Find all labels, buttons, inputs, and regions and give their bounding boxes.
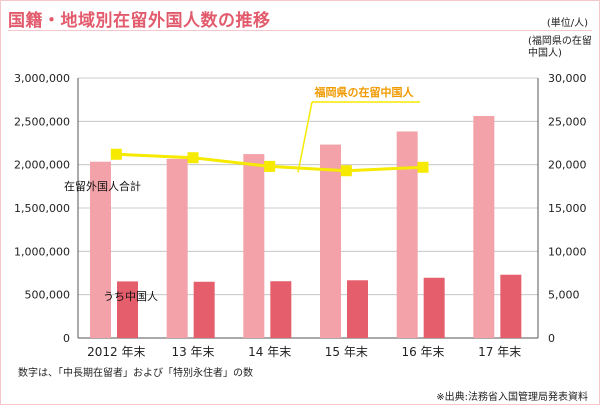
x-tick-label: 17 年末 — [478, 345, 521, 359]
bar-china — [347, 280, 368, 338]
left-tick-label: 2,000,000 — [14, 159, 70, 172]
left-tick-label: 2,500,000 — [14, 115, 70, 128]
x-tick-label: 15 年末 — [325, 345, 368, 359]
line-label-leader — [297, 101, 313, 173]
bar-total — [320, 144, 341, 338]
line-point — [340, 165, 352, 177]
line-point — [264, 160, 276, 172]
bar-china — [500, 274, 522, 338]
right-tick-label: 5,000 — [548, 289, 580, 302]
bar-total — [396, 131, 418, 338]
right-tick-label: 0 — [548, 332, 555, 345]
bar-total — [243, 154, 265, 338]
source-note: ※出典:法務省入国管理局発表資料 — [436, 392, 588, 403]
series-label-total: 在留外国人合計 — [64, 179, 141, 193]
bar-total — [473, 115, 495, 339]
left-tick-label: 3,000,000 — [14, 72, 70, 85]
left-tick-label: 1,000,000 — [14, 245, 70, 258]
right-tick-label: 15,000 — [548, 202, 587, 215]
bar-china — [270, 281, 292, 338]
line-series-label: 福岡県の在留中国人 — [314, 85, 415, 99]
title-divider — [8, 30, 592, 31]
chart-title: 国籍・地域別在留外国人数の推移 — [8, 11, 271, 31]
x-tick-label: 14 年末 — [248, 345, 291, 359]
x-tick-label: 16 年末 — [401, 345, 444, 359]
bar-china — [117, 281, 138, 338]
bar-china — [193, 281, 215, 338]
right-axis-title: (福岡県の在留中国人) — [528, 36, 592, 59]
left-tick-label: 500,000 — [25, 289, 71, 302]
footnote: 数字は、「中長期在留者」および「特別永住者」の数 — [18, 368, 253, 379]
bar-total — [90, 161, 111, 338]
left-tick-label: 1,500,000 — [14, 202, 70, 215]
left-tick-label: 0 — [63, 332, 70, 345]
right-tick-label: 30,000 — [548, 72, 587, 85]
series-label-china: うち中国人 — [103, 290, 158, 303]
right-tick-label: 10,000 — [548, 245, 587, 258]
x-tick-label: 13 年末 — [171, 345, 214, 359]
bar-total — [166, 158, 188, 338]
line-point — [417, 161, 429, 173]
line-point — [110, 148, 122, 160]
bar-china — [423, 277, 445, 338]
right-tick-label: 20,000 — [548, 159, 587, 172]
x-tick-label: 2012 年末 — [87, 345, 145, 359]
right-tick-label: 25,000 — [548, 115, 587, 128]
line-point — [187, 152, 199, 164]
unit-label: (単位/人) — [546, 18, 588, 29]
